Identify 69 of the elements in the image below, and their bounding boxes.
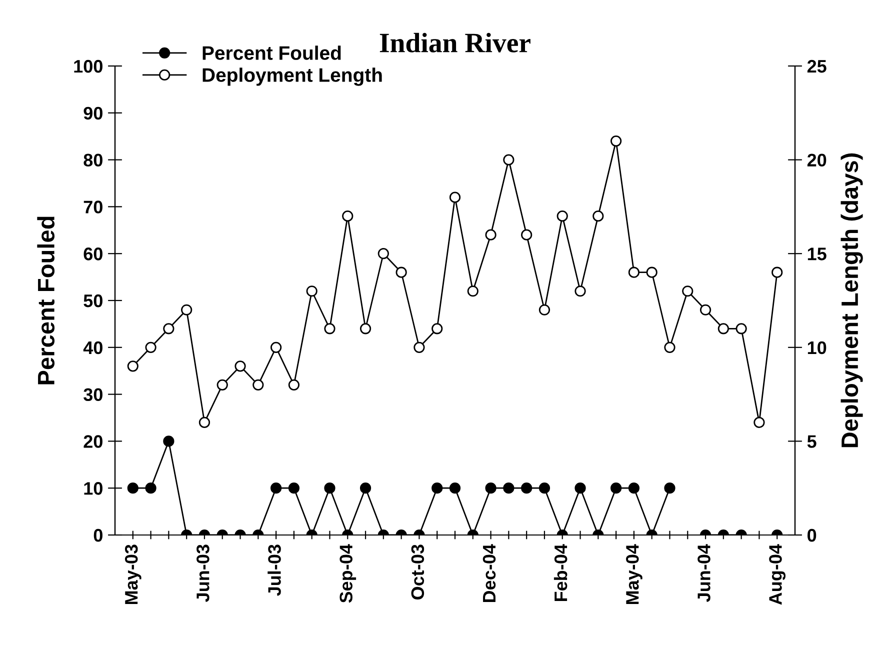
point bbox=[306, 286, 318, 297]
y-tick-label: 80 bbox=[84, 154, 102, 167]
y2-tick-label: 5 bbox=[807, 435, 816, 448]
y-tick-label: 60 bbox=[84, 248, 102, 260]
point bbox=[145, 342, 156, 353]
point bbox=[234, 360, 246, 372]
y-tick-label: 20 bbox=[84, 435, 102, 448]
y2-tick-label: 0 bbox=[808, 528, 816, 542]
y-tick-label: 30 bbox=[84, 388, 102, 402]
x-tick-label: Sep-04 bbox=[340, 544, 356, 603]
point bbox=[252, 379, 264, 390]
point bbox=[521, 229, 532, 240]
point bbox=[396, 266, 407, 278]
point bbox=[736, 323, 747, 334]
point bbox=[628, 266, 640, 278]
y-tick-label: 100 bbox=[74, 60, 102, 73]
point bbox=[718, 323, 729, 334]
y2-tick-label: 10 bbox=[808, 341, 826, 354]
x-tick-label: Jun-03 bbox=[196, 544, 210, 602]
point bbox=[181, 304, 192, 316]
point bbox=[270, 342, 282, 353]
y2-tick-label: 20 bbox=[807, 154, 826, 167]
y2-tick-label: 25 bbox=[807, 60, 826, 73]
y-tick-label: 0 bbox=[94, 528, 102, 542]
point bbox=[574, 286, 586, 297]
point bbox=[324, 323, 336, 334]
legend-label: Deployment Length bbox=[202, 68, 382, 86]
point bbox=[414, 342, 425, 353]
point bbox=[538, 304, 550, 316]
point bbox=[449, 192, 461, 203]
x-tick-label: Feb-04 bbox=[554, 544, 568, 602]
x-tick-label: May-03 bbox=[124, 544, 142, 604]
point bbox=[342, 210, 354, 222]
x-tick-label: Jul-03 bbox=[268, 544, 281, 596]
chart-title: Indian River bbox=[380, 32, 530, 52]
x-tick-label: May-04 bbox=[626, 544, 642, 604]
point bbox=[288, 379, 300, 390]
y-tick-label: 70 bbox=[84, 200, 102, 214]
x-tick-label: Oct-03 bbox=[411, 544, 424, 600]
legend-label: Percent Fouled bbox=[202, 46, 341, 60]
point bbox=[610, 135, 622, 147]
point bbox=[592, 210, 604, 222]
point bbox=[664, 342, 676, 353]
point bbox=[360, 323, 372, 334]
point bbox=[198, 416, 210, 428]
y-tick-label: 90 bbox=[84, 106, 102, 120]
y-tick-label: 10 bbox=[84, 482, 102, 495]
point bbox=[754, 416, 765, 428]
y2-axis-title: Deployment Length (days) bbox=[840, 153, 863, 448]
point bbox=[646, 266, 658, 278]
point bbox=[432, 323, 443, 334]
point bbox=[682, 286, 694, 297]
y2-tick-label: 15 bbox=[808, 248, 826, 260]
point bbox=[485, 229, 496, 240]
point bbox=[700, 304, 712, 316]
x-tick-label: Aug-04 bbox=[769, 544, 786, 605]
y-tick-label: 50 bbox=[84, 294, 102, 308]
point bbox=[378, 248, 389, 260]
point bbox=[163, 323, 174, 334]
point bbox=[127, 360, 138, 372]
x-tick-label: Dec-04 bbox=[482, 544, 496, 602]
point bbox=[216, 379, 228, 390]
y-tick-label: 40 bbox=[83, 341, 102, 354]
point bbox=[772, 266, 783, 278]
point bbox=[556, 210, 568, 222]
point bbox=[503, 154, 514, 166]
x-tick-label: Jun-04 bbox=[698, 544, 710, 602]
point bbox=[467, 286, 478, 297]
y-axis-title: Percent Fouled bbox=[37, 216, 55, 384]
